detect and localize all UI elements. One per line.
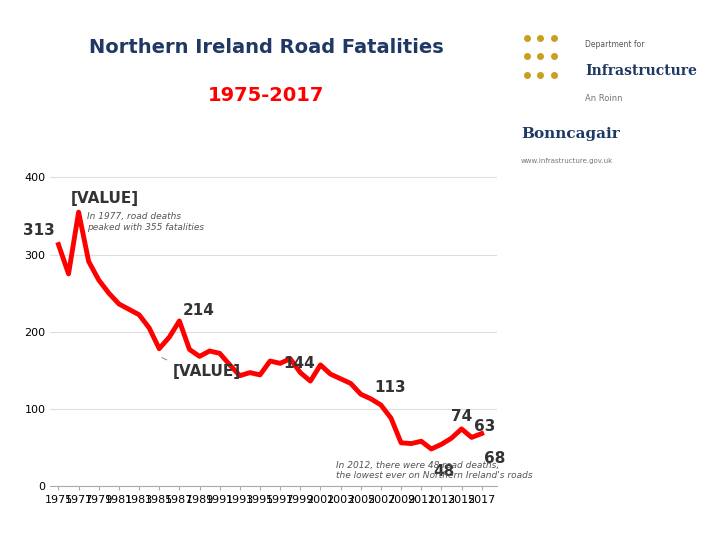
Text: [VALUE]: [VALUE] — [71, 191, 139, 206]
Text: 214: 214 — [182, 303, 215, 318]
Text: 1975-2017: 1975-2017 — [208, 86, 325, 105]
Text: 68: 68 — [484, 450, 505, 465]
Text: www.infrastructure.gov.uk: www.infrastructure.gov.uk — [521, 158, 613, 164]
Text: An Roinn: An Roinn — [585, 94, 623, 103]
Text: 113: 113 — [374, 380, 405, 395]
Text: Infrastructure: Infrastructure — [585, 64, 697, 78]
Text: 48: 48 — [433, 464, 454, 480]
Text: 74: 74 — [451, 409, 472, 424]
Text: In 2012, there were 48 road deaths,
the lowest ever on Northern Ireland's roads: In 2012, there were 48 road deaths, the … — [336, 461, 532, 480]
Text: [VALUE]: [VALUE] — [172, 364, 240, 379]
Text: Bonncagair: Bonncagair — [521, 127, 620, 141]
Text: Northern Ireland Road Fatalities: Northern Ireland Road Fatalities — [89, 38, 444, 57]
Text: 313: 313 — [23, 224, 55, 238]
Text: Department for: Department for — [585, 40, 644, 49]
Text: 144: 144 — [283, 356, 315, 371]
Text: 63: 63 — [474, 418, 495, 434]
Text: In 1977, road deaths
peaked with 355 fatalities: In 1977, road deaths peaked with 355 fat… — [86, 212, 204, 232]
